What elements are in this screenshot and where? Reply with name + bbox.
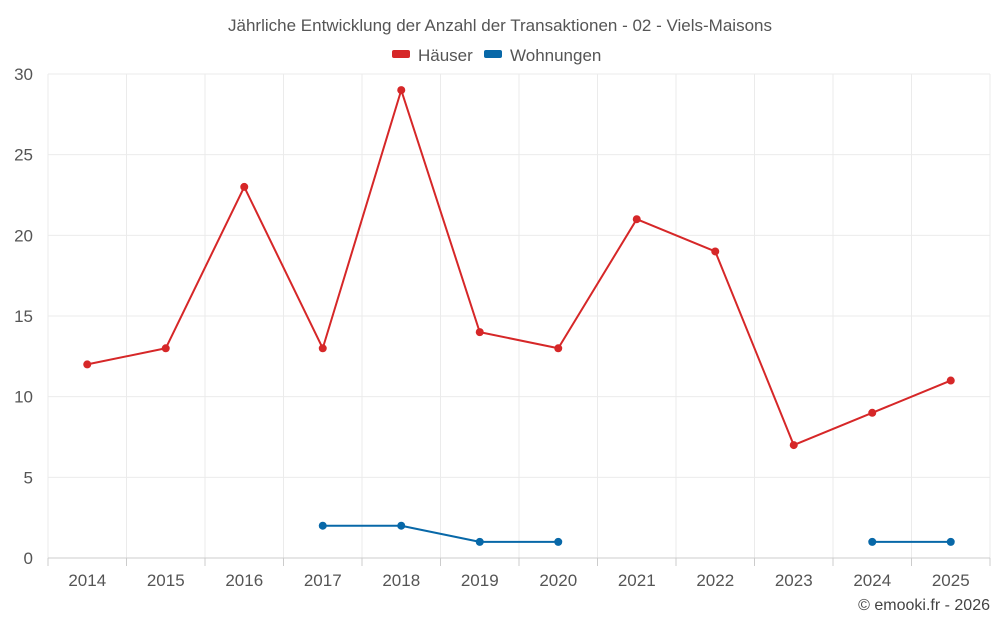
data-point-haeuser[interactable] xyxy=(397,86,406,95)
x-tick-label: 2017 xyxy=(304,571,342,590)
chart-title: Jährliche Entwicklung der Anzahl der Tra… xyxy=(228,16,772,35)
x-tick-label: 2022 xyxy=(696,571,734,590)
data-point-haeuser[interactable] xyxy=(868,408,877,417)
data-point-haeuser[interactable] xyxy=(240,182,249,191)
data-point-haeuser[interactable] xyxy=(318,344,327,353)
credit-text: © emooki.fr - 2026 xyxy=(858,597,990,614)
gridlines xyxy=(47,73,991,558)
data-point-wohnungen[interactable] xyxy=(475,537,484,546)
data-point-haeuser[interactable] xyxy=(554,344,563,353)
legend-swatch-haeuser xyxy=(392,50,410,58)
series-line-haeuser xyxy=(87,89,952,447)
y-tick-label: 0 xyxy=(24,549,33,568)
y-tick-label: 25 xyxy=(14,146,33,165)
data-point-haeuser[interactable] xyxy=(946,376,955,385)
legend-label-haeuser: Häuser xyxy=(418,46,473,65)
x-tick-label: 2025 xyxy=(932,571,970,590)
data-point-wohnungen[interactable] xyxy=(868,537,877,546)
data-point-haeuser[interactable] xyxy=(475,328,484,337)
x-tick-label: 2021 xyxy=(618,571,656,590)
x-tick-label: 2020 xyxy=(539,571,577,590)
x-tick-label: 2014 xyxy=(68,571,106,590)
y-tick-label: 15 xyxy=(14,307,33,326)
data-point-wohnungen[interactable] xyxy=(554,537,563,546)
series xyxy=(83,86,955,546)
legend-label-wohnungen: Wohnungen xyxy=(510,46,601,65)
data-point-haeuser[interactable] xyxy=(632,215,641,224)
x-tick-label: 2023 xyxy=(775,571,813,590)
data-point-wohnungen[interactable] xyxy=(397,521,406,530)
data-point-haeuser[interactable] xyxy=(161,344,170,353)
data-point-wohnungen[interactable] xyxy=(946,537,955,546)
x-tick-label: 2019 xyxy=(461,571,499,590)
series-line-wohnungen xyxy=(322,524,559,543)
data-point-haeuser[interactable] xyxy=(789,441,798,450)
legend-swatch-wohnungen xyxy=(484,50,502,58)
x-tick-label: 2018 xyxy=(382,571,420,590)
legend: Häuser Wohnungen xyxy=(392,46,601,65)
y-tick-label: 30 xyxy=(14,65,33,84)
legend-item-haeuser[interactable]: Häuser xyxy=(392,46,473,65)
x-tick-label: 2015 xyxy=(147,571,185,590)
data-point-wohnungen[interactable] xyxy=(318,521,327,530)
y-tick-label: 10 xyxy=(14,388,33,407)
x-tick-label: 2016 xyxy=(225,571,263,590)
data-point-haeuser[interactable] xyxy=(83,360,92,369)
y-tick-label: 5 xyxy=(24,468,33,487)
legend-item-wohnungen[interactable]: Wohnungen xyxy=(484,46,601,65)
y-tick-label: 20 xyxy=(14,226,33,245)
x-tick-label: 2024 xyxy=(853,571,891,590)
data-point-haeuser[interactable] xyxy=(711,247,720,256)
